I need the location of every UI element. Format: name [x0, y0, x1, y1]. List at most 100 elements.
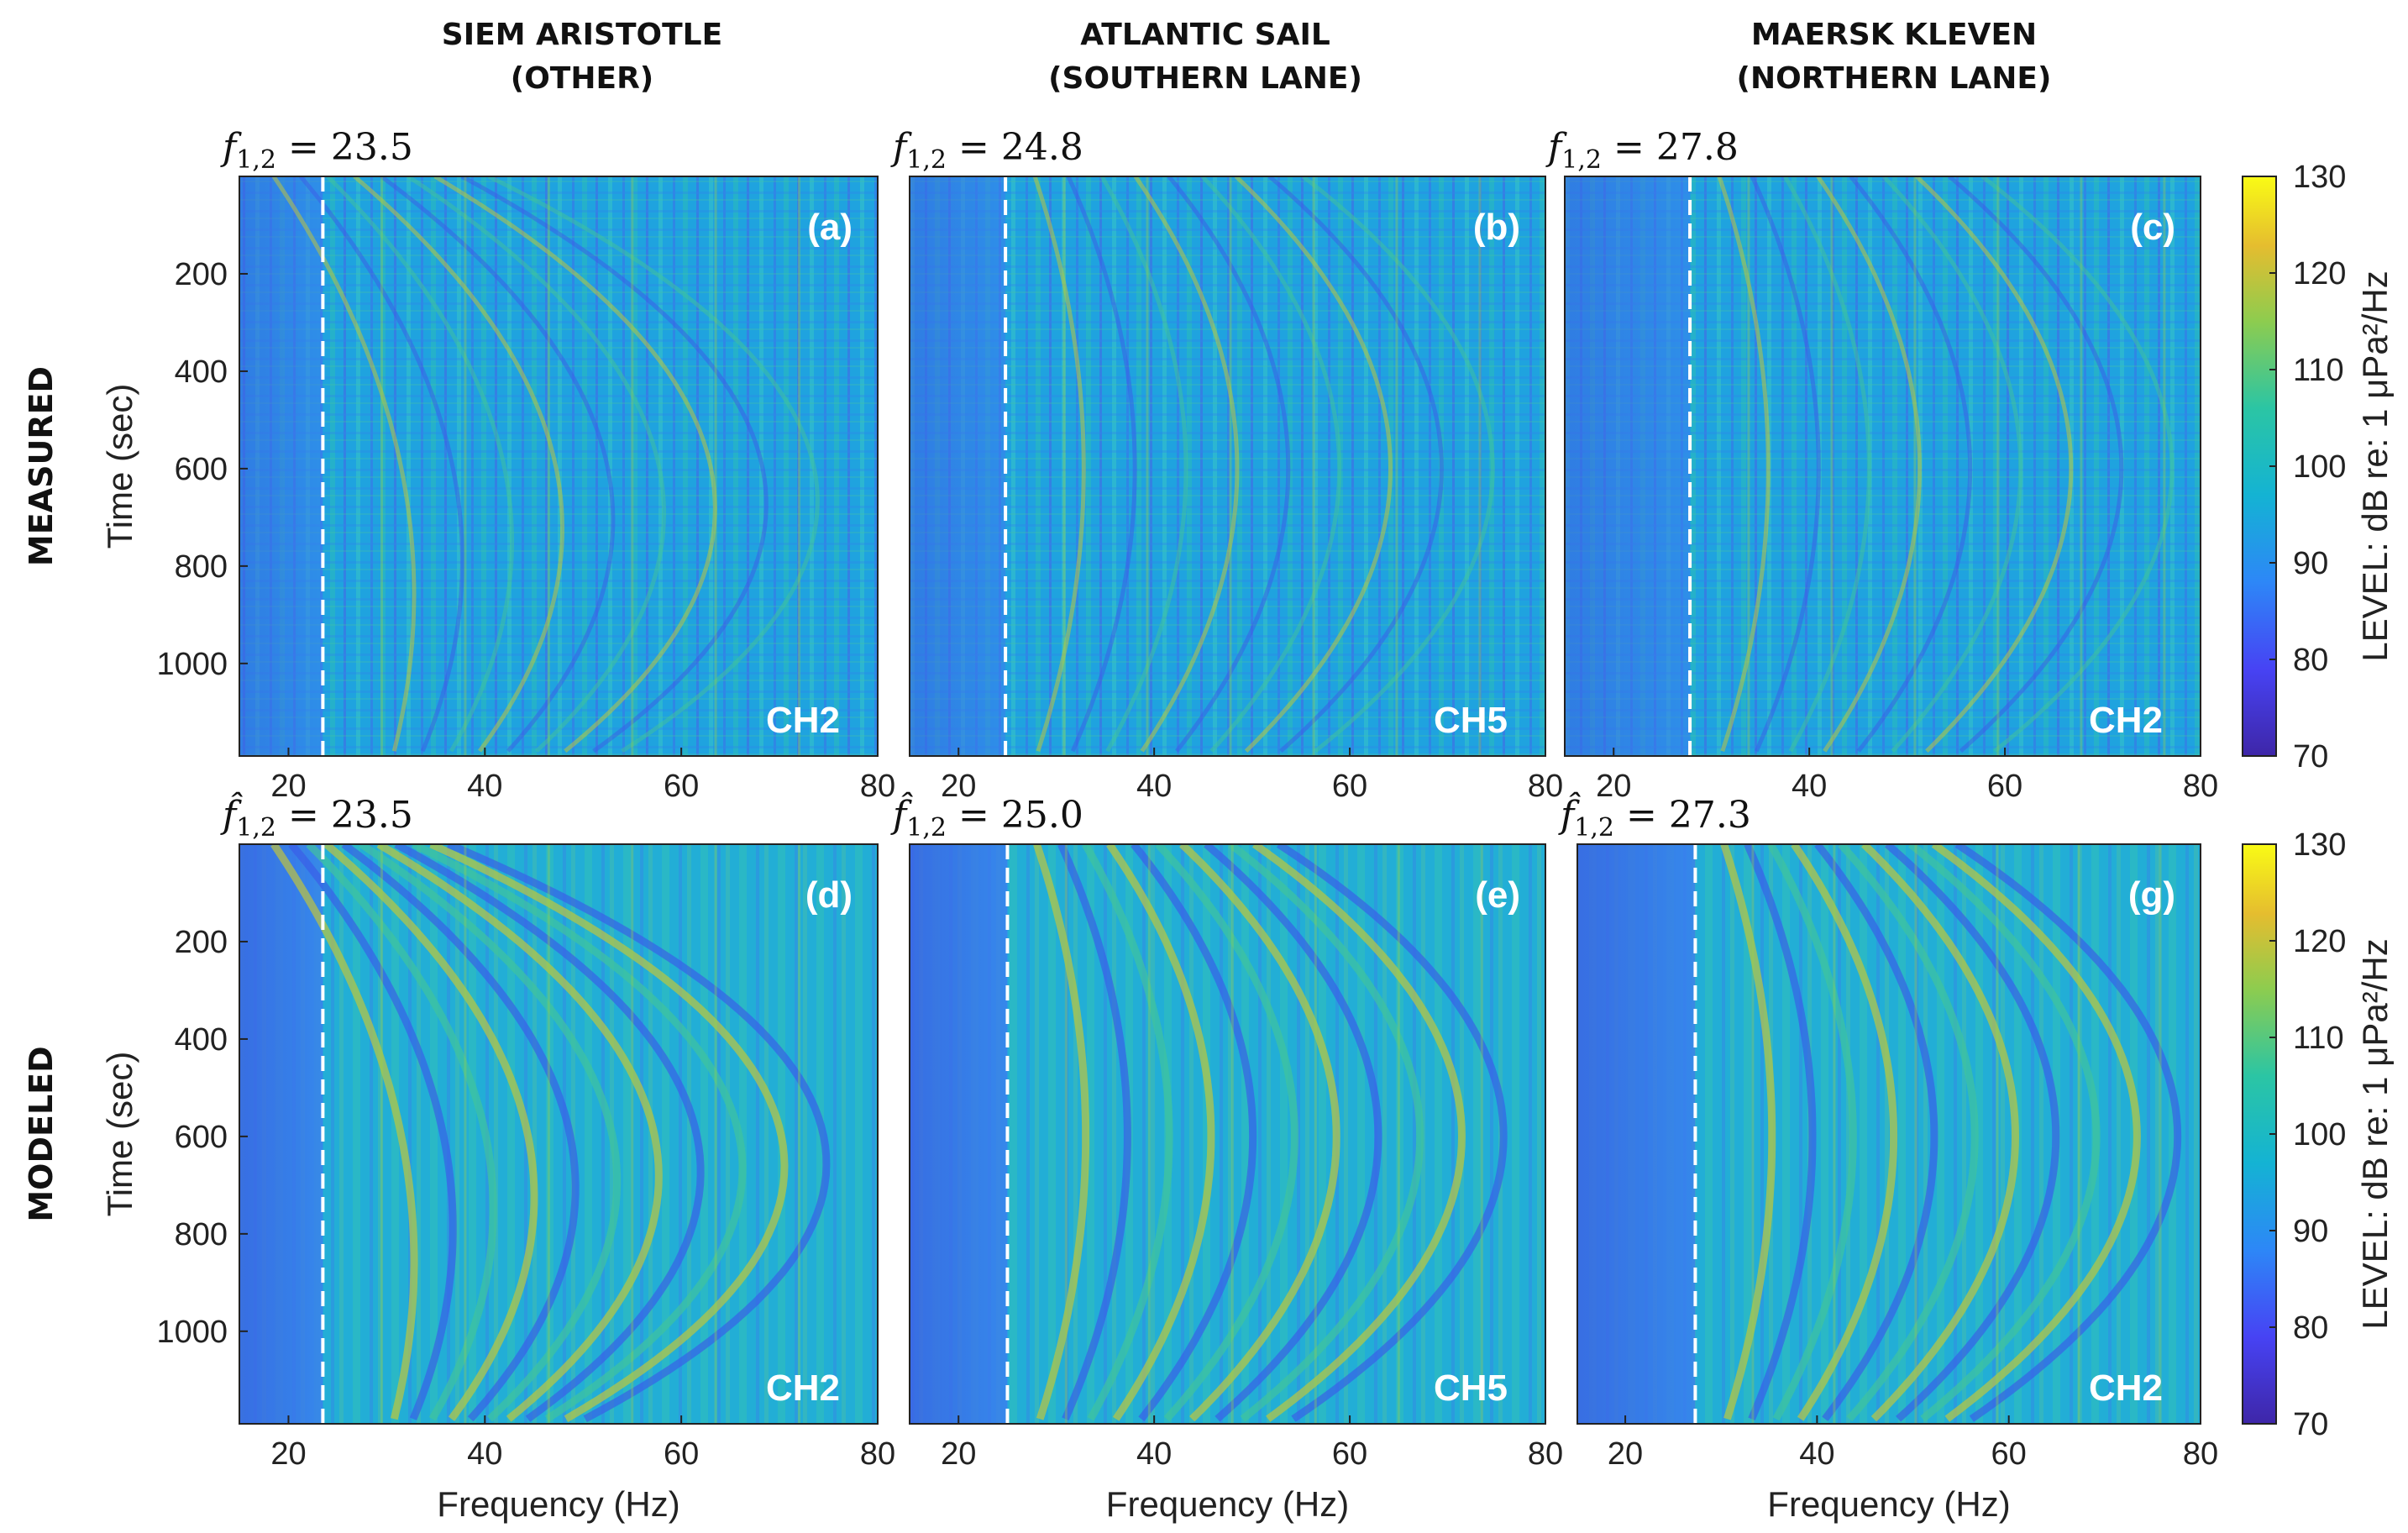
interference-striation: [1155, 844, 1298, 1422]
interference-striation: [1980, 176, 2175, 753]
colorbar-label: LEVEL: dB re: 1 μPa²/Hz: [2355, 270, 2395, 661]
colorbar-tick-label: 70: [2293, 1407, 2328, 1442]
x-tick-label: 80: [1528, 769, 1563, 804]
interference-striation: [306, 844, 497, 1421]
interference-striation: [380, 176, 616, 753]
f12-label: f1,2 = 23.5: [220, 126, 413, 175]
x-tick-label: 60: [664, 1436, 699, 1472]
low-frequency-band: [1577, 844, 1696, 1424]
x-tick-label: 20: [270, 1436, 306, 1472]
colorbar-tick-label: 70: [2293, 739, 2328, 774]
interference-striation: [1783, 176, 1871, 753]
interference-striation: [1066, 176, 1137, 753]
interference-striation: [1131, 844, 1257, 1421]
interference-striation: [1057, 844, 1131, 1420]
interference-striation: [429, 844, 789, 1423]
colorbar-tick-label: 100: [2293, 449, 2346, 485]
x-tick-label: 80: [2183, 1436, 2218, 1472]
column-title-ship: MAERSK KLEVEN: [1751, 18, 2037, 52]
x-axis-label: Frequency (Hz): [437, 1484, 679, 1524]
interference-striation: [359, 844, 622, 1422]
y-axis-label: Time (sec): [100, 384, 139, 549]
interference-striation: [1881, 176, 2023, 753]
interference-striation: [1234, 176, 1393, 753]
interference-striation: [1200, 176, 1342, 753]
x-tick-label: 40: [1799, 1436, 1834, 1472]
panel-frame: [1564, 176, 2201, 757]
colorbar-tick-label: 80: [2293, 1310, 2328, 1346]
interference-striation: [1915, 176, 2074, 753]
colorbar-tick-label: 100: [2293, 1117, 2346, 1152]
column-title-ship: SIEM ARISTOTLE: [442, 18, 722, 52]
y-tick-label: 200: [175, 925, 228, 960]
spectrogram-image: [1577, 844, 2201, 1424]
interference-striation: [1179, 844, 1340, 1422]
f12-label: f1,2 = 27.8: [1545, 126, 1739, 175]
panel-letter: (a): [807, 207, 853, 248]
panel-letter: (b): [1473, 207, 1520, 248]
panel-e: (e) CH5 f̂1,2 = 25.0 20 40 60 80 Frequency (Hz): [890, 790, 1563, 1524]
interference-striation: [1931, 844, 2141, 1422]
column-title-lane: (OTHER): [511, 61, 654, 96]
interference-striation: [1948, 176, 2124, 753]
interference-striation: [341, 844, 580, 1422]
y-tick-label: 1000: [156, 1315, 228, 1350]
colorbar-tick-label: 90: [2293, 1214, 2328, 1249]
interference-striation: [1228, 844, 1424, 1422]
low-frequency-band: [1565, 176, 1691, 756]
interference-striation: [1099, 176, 1188, 753]
y-tick-label: 800: [175, 549, 228, 585]
column-title-ship: ATLANTIC SAIL: [1080, 18, 1330, 52]
f12-label: f̂1,2 = 27.3: [1558, 790, 1751, 843]
colorbar-tick-label: 110: [2293, 353, 2344, 388]
panel-letter: (g): [2128, 874, 2175, 916]
interference-striation: [1082, 844, 1173, 1421]
channel-label: CH2: [766, 1368, 840, 1409]
x-tick-label: 20: [270, 769, 306, 804]
x-tick-label: 20: [1596, 769, 1631, 804]
spectrogram-image: [239, 176, 878, 756]
interference-striation: [1717, 176, 1771, 752]
interference-striation: [288, 844, 457, 1420]
x-tick-label: 40: [467, 769, 502, 804]
x-tick-label: 20: [941, 769, 976, 804]
interference-striation: [271, 176, 417, 752]
y-axis-label: Time (sec): [100, 1052, 139, 1217]
column-title-lane: (SOUTHERN LANE): [1048, 61, 1362, 96]
x-tick-label: 80: [860, 769, 895, 804]
low-frequency-band: [239, 844, 323, 1424]
low-frequency-band: [910, 844, 1008, 1424]
interference-striation: [1791, 844, 1898, 1421]
panel-g: (g) CH2 f̂1,2 = 27.3 20 40 60 80 Frequency (Hz): [1558, 790, 2218, 1524]
x-tick-label: 60: [1332, 1436, 1367, 1472]
column-title-lane: (NORTHERN LANE): [1737, 61, 2052, 96]
interference-striation: [323, 844, 538, 1421]
interference-striation: [487, 176, 820, 753]
interference-striation: [1838, 844, 1979, 1422]
channel-label: CH2: [2089, 1368, 2163, 1409]
colorbar-tick-label: 120: [2293, 924, 2346, 959]
channel-label: CH2: [766, 700, 840, 741]
spectrogram-image: [239, 844, 878, 1424]
f12-label: f̂1,2 = 23.5: [220, 790, 413, 843]
spectrogram-background: [239, 844, 878, 1424]
y-tick-label: 200: [175, 257, 228, 292]
colorbar: 130 120 110 100 90 80 70 LEVEL: dB re: 1 μPa²/H…: [2242, 827, 2395, 1442]
panel-frame: [239, 843, 879, 1425]
y-tick-label: 800: [175, 1217, 228, 1252]
colorbar-tick-label: 130: [2293, 827, 2346, 863]
interference-striation: [1167, 176, 1291, 753]
interference-striation: [1907, 844, 2101, 1422]
panel-letter: (e): [1475, 874, 1520, 916]
x-tick-label: 40: [1792, 769, 1827, 804]
interference-striation: [1814, 844, 1938, 1421]
interference-striation: [1954, 844, 2182, 1422]
spectrogram-background: [910, 844, 1545, 1424]
x-tick-label: 20: [1608, 1436, 1643, 1472]
interference-striation: [1106, 844, 1215, 1421]
row-label: MODELED: [23, 1046, 60, 1221]
y-tick-label: 600: [175, 1120, 228, 1155]
colorbar-label: LEVEL: dB re: 1 μPa²/Hz: [2355, 938, 2395, 1329]
x-tick-label: 60: [1987, 769, 2022, 804]
interference-striation: [1849, 176, 1973, 753]
